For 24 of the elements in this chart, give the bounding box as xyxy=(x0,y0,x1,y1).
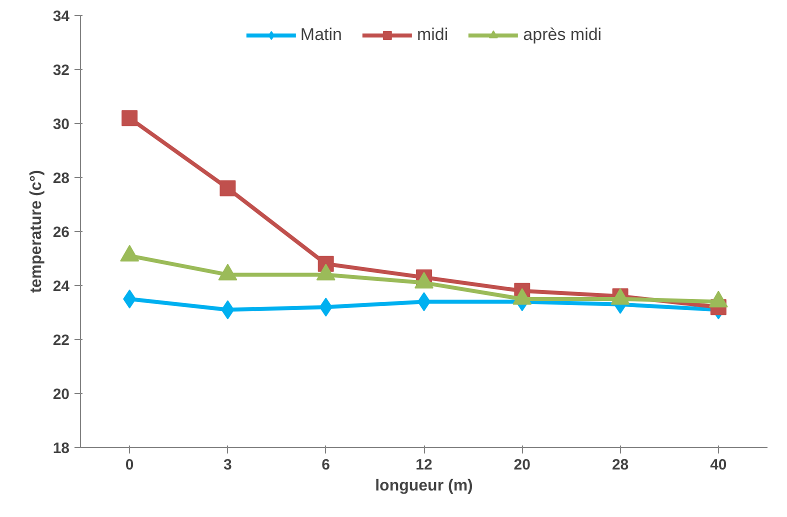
x-tick-label: 40 xyxy=(710,456,727,474)
legend-label: après midi xyxy=(523,25,602,45)
x-tick-label: 0 xyxy=(125,456,134,474)
y-tick-label: 30 xyxy=(52,116,70,133)
x-tick-label: 20 xyxy=(514,456,530,474)
y-tick-label: 32 xyxy=(52,62,70,79)
x-tick-label: 28 xyxy=(612,456,629,474)
y-tick-label: 34 xyxy=(52,8,70,25)
y-tick-label: 26 xyxy=(52,224,70,241)
y-tick-label: 22 xyxy=(52,332,70,349)
y-tick-label: 24 xyxy=(52,278,70,295)
x-tick-label: 12 xyxy=(416,456,432,474)
point xyxy=(220,180,236,196)
y-tick-label: 20 xyxy=(52,386,70,403)
legend-label: Matin xyxy=(300,25,342,45)
legend-label: midi xyxy=(416,25,448,45)
y-tick-label: 28 xyxy=(52,170,70,187)
y-tick-label: 18 xyxy=(52,440,70,457)
x-tick-label: 6 xyxy=(322,456,330,474)
point xyxy=(122,110,138,126)
x-axis-title: longueur (m) xyxy=(375,478,473,494)
point xyxy=(123,290,136,308)
x-tick-label: 3 xyxy=(224,456,232,474)
y-axis-title: temperature (c°) xyxy=(28,170,45,293)
